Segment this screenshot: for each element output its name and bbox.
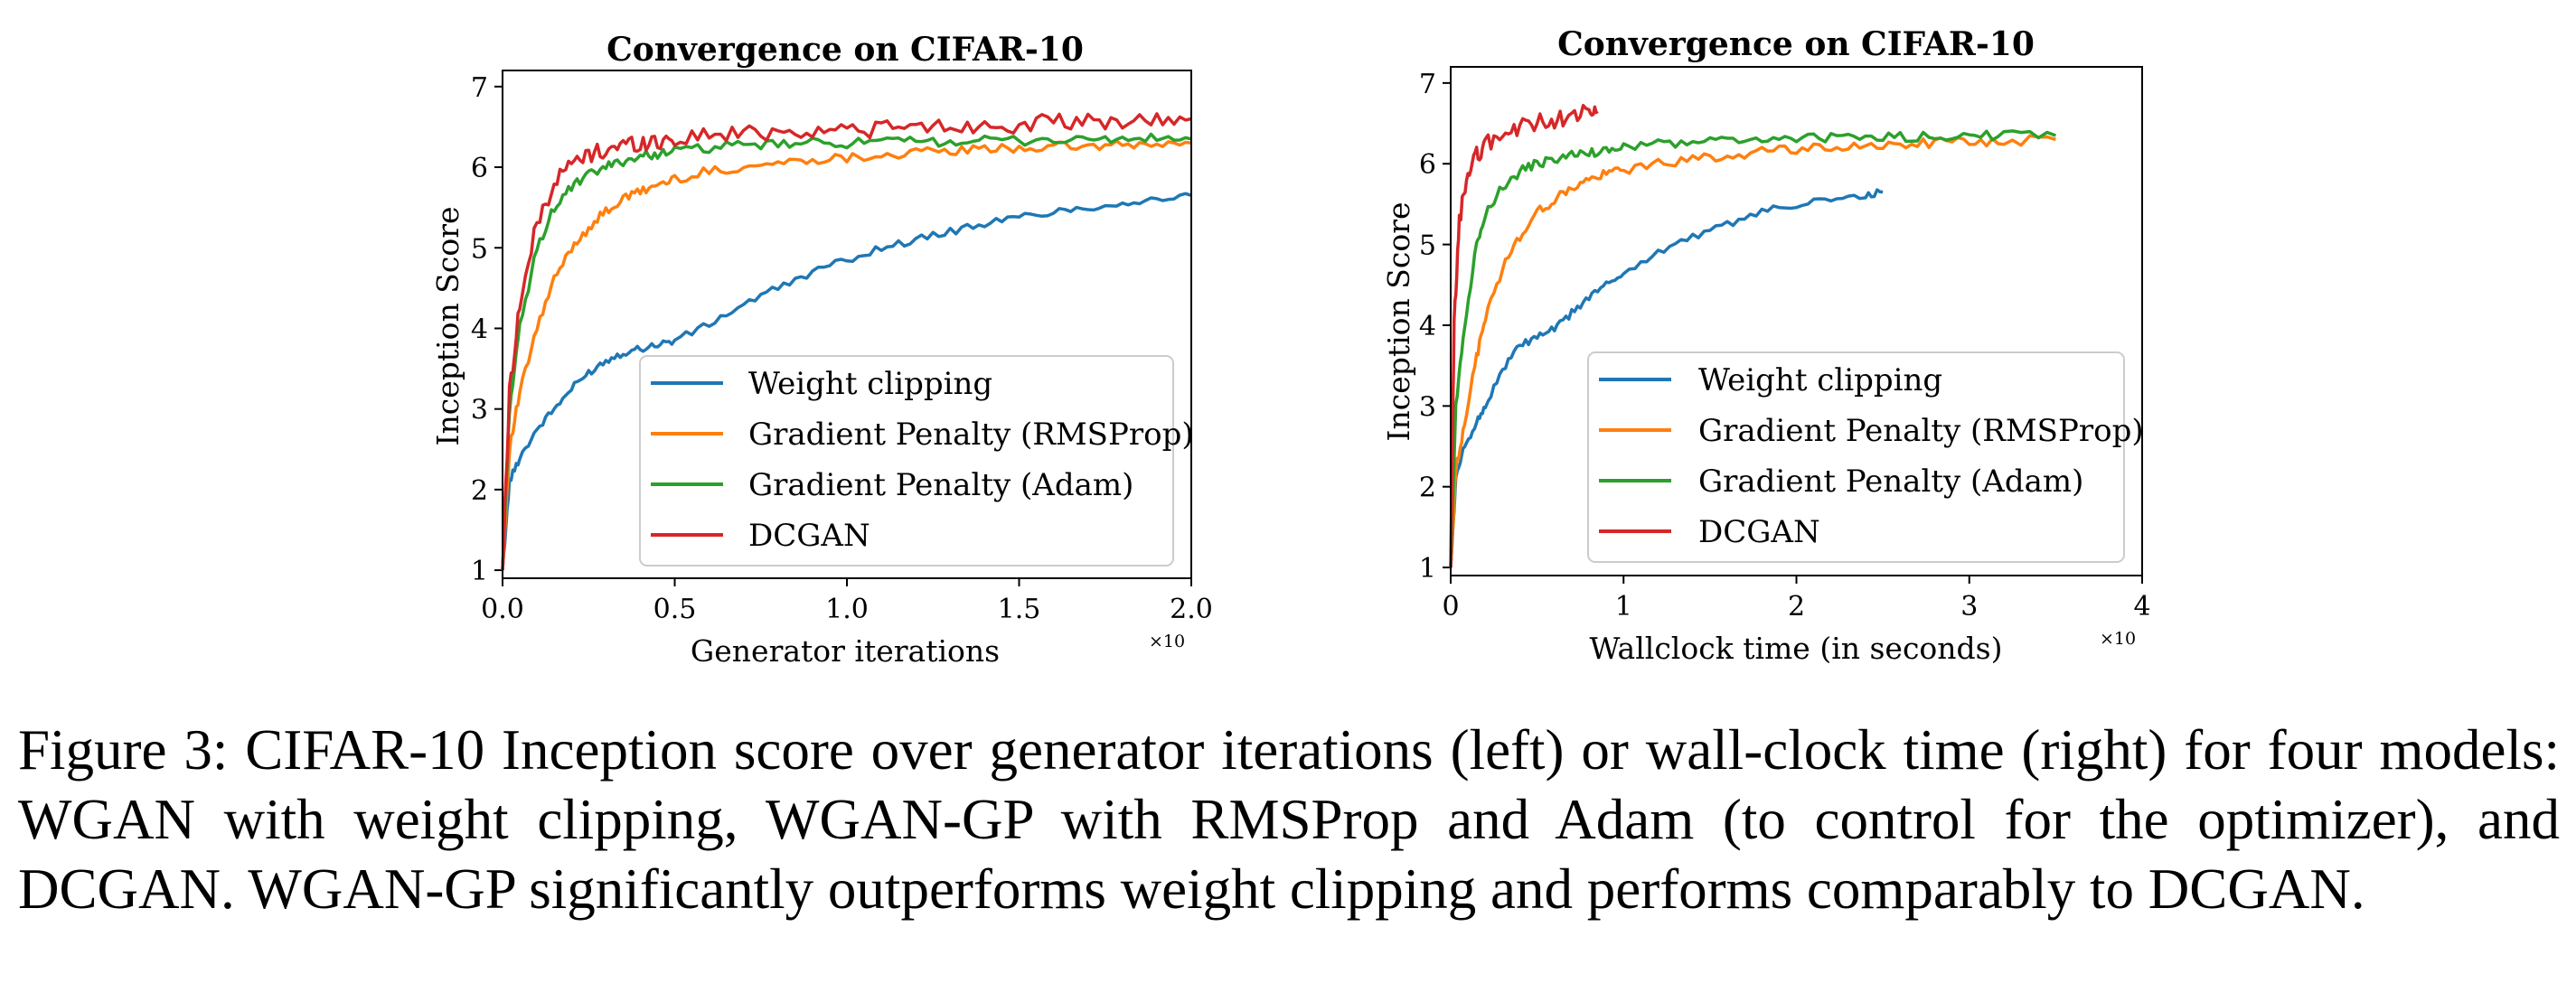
chart-left-series-gp-rmsprop [501, 139, 1192, 571]
chart-right-xtick-label: 3 [1960, 591, 1978, 623]
chart-left: Convergence on CIFAR-10 0.0 0.5 1.0 1.5 2.0 1… [430, 31, 1213, 669]
chart-left-legend: Weight clipping Gradient Penalty (RMSPro… [639, 355, 1194, 567]
chart-left-ytick-label: 2 [471, 475, 488, 507]
chart-left-xlabel: Generator iterations [691, 633, 1000, 669]
chart-right-legend: Weight clipping Gradient Penalty (RMSPro… [1587, 351, 2144, 563]
chart-right-series-gp-rmsprop [1449, 134, 2056, 568]
legend-label-gp-rmsprop: Gradient Penalty (RMSProp) [1698, 413, 2144, 449]
chart-right-xtick-label: 0 [1442, 591, 1459, 623]
chart-right-series-weight-clipping [1449, 188, 1884, 568]
chart-left-series-dcgan [501, 112, 1192, 571]
chart-left-frame [502, 70, 1192, 579]
chart-left-title: Convergence on CIFAR-10 [606, 31, 1084, 69]
chart-left-ylabel: Inception Score [430, 206, 465, 445]
legend-label-weight-clipping: Weight clipping [748, 366, 992, 402]
chart-right-ytick-label: 2 [1419, 473, 1436, 504]
chart-right-xlabel: Wallclock time (in seconds) [1589, 631, 2002, 666]
chart-right-xtick-label: 2 [1788, 591, 1805, 623]
chart-left-xtick-label: 1.5 [998, 594, 1041, 625]
legend-label-dcgan: DCGAN [1698, 514, 1820, 550]
chart-left-ticks: 0.0 0.5 1.0 1.5 2.0 1 2 3 4 5 6 7 [471, 72, 1213, 625]
legend-label-gp-adam: Gradient Penalty (Adam) [748, 467, 1133, 503]
chart-right-ytick-label: 3 [1419, 391, 1436, 423]
chart-left-series-gp-adam [501, 132, 1192, 571]
chart-left-xtick-label: 0.5 [653, 594, 697, 625]
chart-right-ytick-label: 4 [1419, 311, 1436, 342]
chart-left-ytick-label: 5 [471, 233, 488, 265]
chart-right-frame [1450, 66, 2143, 576]
chart-left-x-offset: ×10 [1149, 632, 1185, 651]
legend-label-gp-adam: Gradient Penalty (Adam) [1698, 464, 2083, 500]
chart-left-ytick-label: 4 [471, 314, 488, 345]
chart-right-x-offset: ×10 [2100, 629, 2136, 649]
legend-label-dcgan: DCGAN [748, 518, 870, 554]
chart-right-series-gp-adam [1449, 129, 2056, 568]
chart-right-xtick-label: 1 [1615, 591, 1632, 623]
figure-caption: Figure 3: CIFAR-10 Inception score over … [18, 718, 2560, 921]
chart-right-ytick-label: 6 [1419, 149, 1436, 181]
chart-left-lines [501, 112, 1192, 571]
chart-right-series-dcgan [1449, 103, 1599, 568]
chart-left-xtick-label: 1.0 [825, 594, 869, 625]
chart-left-series-weight-clipping [501, 192, 1192, 571]
chart-left-ytick-label: 1 [471, 556, 488, 587]
chart-right-lines [1449, 103, 2056, 568]
chart-left-xtick-label: 2.0 [1170, 594, 1213, 625]
chart-right-ytick-label: 5 [1419, 230, 1436, 262]
chart-right-ylabel: Inception Score [1381, 201, 1416, 441]
chart-left-ytick-label: 6 [471, 153, 488, 184]
chart-right-title: Convergence on CIFAR-10 [1557, 25, 2035, 63]
legend-label-weight-clipping: Weight clipping [1698, 362, 1942, 398]
chart-left-ytick-label: 3 [471, 395, 488, 426]
legend-label-gp-rmsprop: Gradient Penalty (RMSProp) [748, 417, 1194, 453]
chart-left-legend-box [639, 355, 1174, 567]
chart-right-ytick-label: 1 [1419, 553, 1436, 585]
chart-right-legend-box [1587, 351, 2125, 563]
chart-left-xtick-label: 0.0 [481, 594, 524, 625]
figure-charts: Convergence on CIFAR-10 0.0 0.5 1.0 1.5 2.0 1… [430, 25, 2151, 669]
chart-left-ytick-label: 7 [471, 72, 488, 104]
chart-right-ytick-label: 7 [1419, 69, 1436, 100]
chart-right-xtick-label: 4 [2133, 591, 2150, 623]
